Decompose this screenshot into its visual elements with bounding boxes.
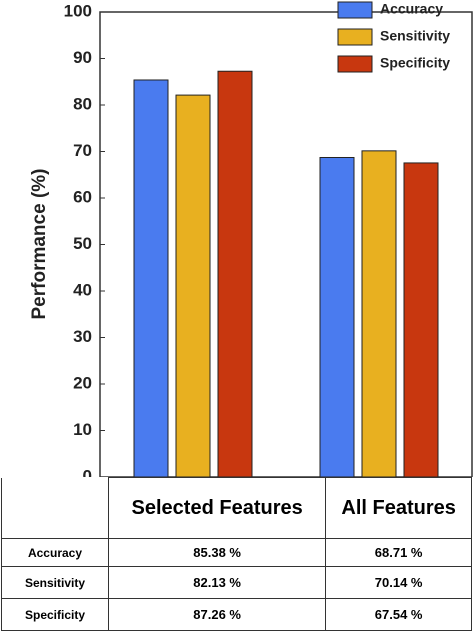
table-row: Selected Features All Features (1, 477, 472, 539)
legend-swatch (337, 28, 373, 46)
value-label: 85.38 % (107, 538, 327, 567)
y-tick-label: 70 (73, 141, 92, 160)
y-axis-title: Performance (%) (29, 169, 50, 320)
value-label: 87.26 % (107, 598, 327, 631)
y-tick-label: 80 (73, 94, 92, 113)
bar (403, 162, 439, 478)
bar (133, 79, 169, 478)
y-tick-label: 20 (73, 373, 92, 392)
table-row: Sensitivity 82.13 % 70.14 % (1, 566, 472, 599)
table-row: Accuracy 85.38 % 68.71 % (1, 538, 472, 567)
y-tick-label: 10 (73, 420, 92, 439)
bar (319, 156, 355, 478)
y-tick-label: 50 (73, 234, 92, 253)
legend-swatch (337, 1, 373, 19)
y-tick-label: 0 (83, 466, 92, 477)
value-label: 68.71 % (325, 538, 472, 567)
legend-label: Specificity (380, 55, 450, 71)
value-label: 70.14 % (325, 566, 472, 599)
x-tick-label: All Features (325, 477, 472, 539)
y-tick-label: 30 (73, 327, 92, 346)
y-tick-label: 60 (73, 187, 92, 206)
legend-label: Sensitivity (380, 28, 450, 44)
y-tick-label: 40 (73, 280, 92, 299)
bar (217, 70, 253, 478)
y-tick-label: 90 (73, 48, 92, 67)
legend-swatch (337, 55, 373, 73)
chart: Performance (%) 0 10 20 30 40 50 60 70 80 90 100 Ac… (29, 1, 473, 485)
table-row: Specificity 87.26 % 67.54 % (1, 598, 472, 631)
legend-label: Accuracy (380, 1, 443, 17)
row-label: Sensitivity (1, 566, 109, 599)
x-tick-label: Selected Features (107, 477, 327, 539)
table-corner (1, 477, 109, 539)
y-tick-label: 100 (64, 1, 92, 20)
data-table: Selected Features All Features Accuracy 85.… (1, 477, 472, 631)
bar (361, 150, 397, 478)
value-label: 67.54 % (325, 598, 472, 631)
row-label: Accuracy (1, 538, 109, 567)
bar (175, 94, 211, 478)
row-label: Specificity (1, 598, 109, 631)
value-label: 82.13 % (107, 566, 327, 599)
